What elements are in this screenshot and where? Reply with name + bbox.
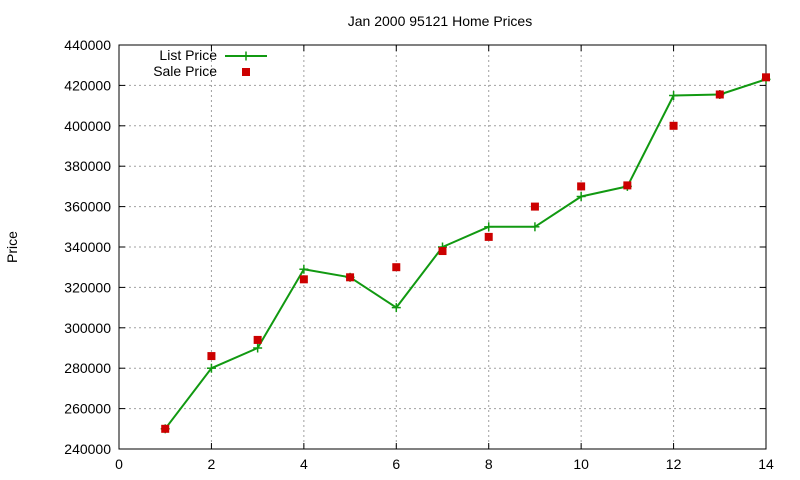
- list-price-point: [253, 343, 263, 353]
- list-price-point: [484, 222, 494, 232]
- x-tick-label: 4: [300, 456, 308, 472]
- y-tick-label: 320000: [64, 279, 111, 295]
- list-price-point: [669, 91, 679, 100]
- sale-price-point: [207, 352, 216, 361]
- legend-sample-sale-price-marker: [242, 68, 250, 76]
- y-tick-label: 280000: [64, 360, 111, 376]
- list-price-point: [391, 303, 401, 313]
- list-price-line: [164, 78, 767, 430]
- sale-price-point: [715, 90, 724, 99]
- x-tick-label: 0: [115, 456, 123, 472]
- list-price-point: [530, 222, 540, 232]
- y-tick-label: 380000: [64, 158, 111, 174]
- y-tick-label: 340000: [64, 239, 111, 255]
- x-tick-label: 10: [573, 456, 589, 472]
- sale-price-point: [623, 181, 632, 190]
- axis-ticks: 0 2 4 6 8 10 12 14 240000 260000 280000 300000 32000…: [64, 37, 774, 472]
- sale-price-point: [577, 182, 586, 191]
- grid: [119, 45, 766, 449]
- sale-price-point: [669, 121, 678, 130]
- y-tick-label: 420000: [64, 77, 111, 93]
- y-tick-label: 440000: [64, 37, 111, 53]
- y-axis-label: Price: [4, 231, 20, 263]
- legend-label-list-price: List Price: [159, 47, 217, 63]
- sale-price-point: [438, 247, 447, 256]
- y-tick-label: 260000: [64, 401, 111, 417]
- x-tick-label: 6: [392, 456, 400, 472]
- sale-price-point: [484, 232, 493, 241]
- x-tick-label: 12: [666, 456, 682, 472]
- y-tick-label: 300000: [64, 320, 111, 336]
- legend-samples: [225, 51, 267, 76]
- list-price-point: [576, 192, 586, 201]
- legend-label-sale-price: Sale Price: [153, 63, 217, 79]
- x-tick-label: 2: [208, 456, 216, 472]
- sale-price-point: [530, 202, 539, 211]
- legend-sample-list-price-marker: [241, 51, 251, 61]
- y-tick-label: 400000: [64, 118, 111, 134]
- list-price-point: [206, 363, 216, 373]
- sale-price-point: [299, 275, 308, 284]
- sale-price-point: [762, 73, 770, 82]
- y-tick-label: 360000: [64, 199, 111, 215]
- sale-price-point: [161, 424, 170, 433]
- sale-price-point: [392, 263, 401, 272]
- list-price-point: [299, 264, 309, 274]
- y-tick-label: 240000: [64, 441, 111, 457]
- series: [160, 73, 771, 434]
- sale-price-point: [346, 273, 355, 282]
- x-tick-label: 8: [485, 456, 493, 472]
- chart-title: Jan 2000 95121 Home Prices: [348, 13, 532, 29]
- sale-price-point: [253, 335, 262, 344]
- series-1: [161, 73, 770, 433]
- legend: List Price Sale Price: [153, 47, 267, 79]
- x-tick-label: 14: [758, 456, 774, 472]
